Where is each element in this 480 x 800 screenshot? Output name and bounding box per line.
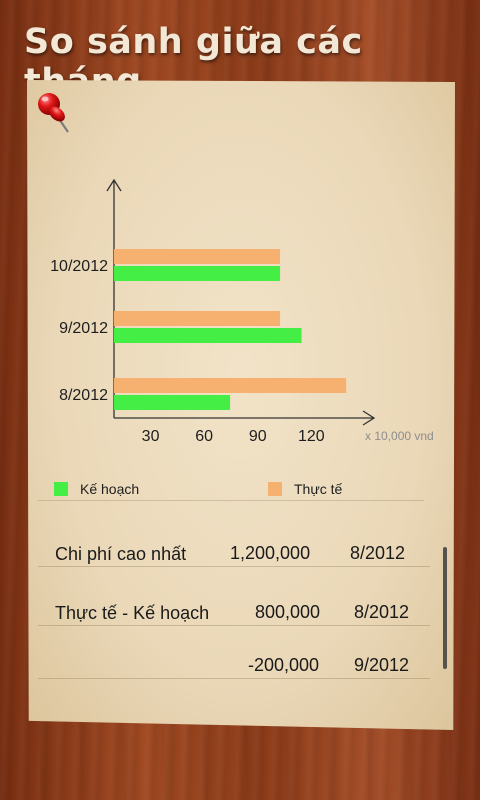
x-tick-label: 120: [298, 428, 325, 445]
bar-actual-8-2012: [114, 378, 347, 393]
legend-label-actual: Thực tế: [294, 481, 343, 497]
x-tick-label: 90: [249, 428, 267, 445]
legend-label-plan: Kế hoạch: [80, 481, 140, 497]
category-label: 9/2012: [59, 320, 108, 337]
row-divider: [38, 566, 430, 567]
summary-month: 8/2012: [354, 602, 410, 622]
x-tick-label: 60: [195, 428, 213, 445]
scrollbar[interactable]: [443, 547, 447, 669]
legend-item-actual: Thực tế: [268, 478, 342, 500]
x-tick-label: 30: [142, 428, 160, 445]
pushpin-icon: [38, 93, 69, 133]
summary-row-highest-cost: Chi phí cao nhất 1,200,000 8/2012: [0, 538, 480, 578]
category-label: 8/2012: [59, 387, 108, 404]
summary-row-difference: Thực tế - Kế hoạch 800,000 8/2012: [0, 597, 480, 637]
x-axis-arrow: [362, 410, 376, 426]
bar-plan-8-2012: [114, 395, 231, 410]
legend-item-plan: Kế hoạch: [54, 478, 139, 500]
bar-plan-10-2012: [114, 266, 281, 281]
x-axis-unit-label: x 10,000 vnd: [365, 429, 434, 443]
bar-chart: 8/2012 9/2012 10/2012 30 60 90 120 x 10,000 v…: [50, 178, 434, 445]
legend-divider: [38, 500, 424, 501]
y-axis-arrow: [106, 178, 122, 192]
bar-plan-9-2012: [114, 328, 302, 343]
summary-amount: 800,000: [255, 602, 321, 622]
summary-label: Thực tế - Kế hoạch: [55, 603, 210, 623]
bar-actual-10-2012: [114, 249, 281, 264]
summary-amount: -200,000: [248, 655, 320, 675]
legend-swatch-plan: [54, 482, 68, 496]
summary-row-difference-2: -200,000 9/2012: [0, 650, 480, 690]
category-label: 10/2012: [50, 258, 108, 275]
bar-actual-9-2012: [114, 311, 281, 326]
legend-swatch-actual: [268, 482, 282, 496]
summary-month: 9/2012: [354, 655, 410, 675]
summary-month: 8/2012: [350, 543, 406, 563]
paper-card: [27, 80, 455, 730]
summary-amount: 1,200,000: [230, 543, 311, 563]
row-divider: [38, 678, 430, 679]
summary-label: Chi phí cao nhất: [55, 544, 187, 564]
row-divider: [38, 625, 430, 626]
